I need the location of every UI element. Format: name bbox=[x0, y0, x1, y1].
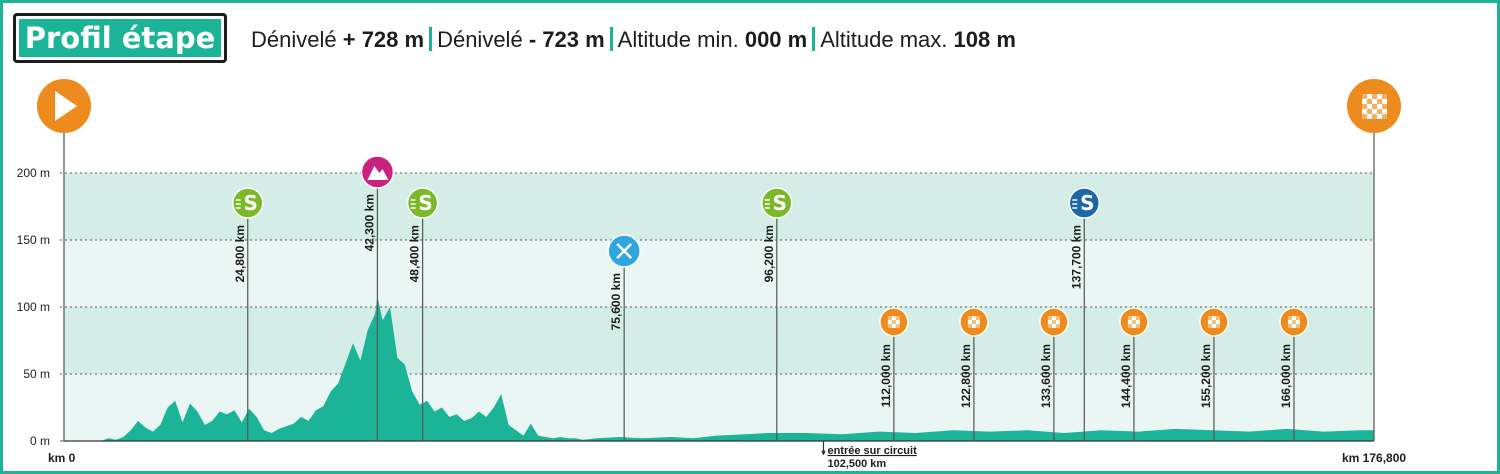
stats-bar: Dénivelé + 728 m Dénivelé - 723 m Altitude… bbox=[251, 27, 1016, 53]
feed-zone-icon bbox=[607, 234, 641, 268]
marker-km-label: 42,300 km bbox=[362, 194, 376, 251]
marker-km-label: 155,200 km bbox=[1199, 344, 1213, 408]
marker-km-label: 122,800 km bbox=[959, 344, 973, 408]
sprint-icon: S bbox=[1068, 187, 1101, 219]
stat-separator bbox=[812, 27, 816, 51]
stat-separator bbox=[429, 27, 433, 51]
marker-km-label: 24,800 km bbox=[233, 225, 247, 282]
marker-km-label: 112,000 km bbox=[879, 344, 893, 407]
y-tick-label: 200 m bbox=[17, 166, 50, 180]
svg-text:S: S bbox=[773, 191, 787, 215]
marker-km-label: 75,600 km bbox=[609, 273, 623, 330]
stat-altitude-max: Altitude max. 108 m bbox=[820, 27, 1016, 52]
background-band bbox=[64, 240, 1374, 307]
lap-finish-icon bbox=[959, 307, 989, 337]
y-tick-label: 0 m bbox=[30, 434, 50, 448]
marker-km-label: 48,400 km bbox=[408, 225, 422, 282]
title-box: Profil étape bbox=[13, 13, 227, 63]
svg-text:S: S bbox=[418, 191, 432, 215]
marker-km-label: 137,700 km bbox=[1069, 225, 1083, 289]
sprint-icon: S bbox=[406, 187, 439, 219]
x-start-label: km 0 bbox=[48, 451, 76, 465]
lap-finish-icon bbox=[879, 307, 909, 337]
svg-text:S: S bbox=[244, 191, 258, 215]
marker-km-label: 166,000 km bbox=[1279, 344, 1293, 408]
circuit-entry-km: 102,500 km bbox=[827, 458, 886, 470]
y-tick-label: 100 m bbox=[17, 300, 50, 314]
stat-elevation-loss: Dénivelé - 723 m bbox=[437, 27, 605, 52]
page-title: Profil étape bbox=[19, 19, 221, 57]
stat-elevation-gain: Dénivelé + 728 m bbox=[251, 27, 425, 52]
lap-finish-icon bbox=[1199, 307, 1229, 337]
stat-separator bbox=[609, 27, 613, 51]
sprint-icon: S bbox=[761, 187, 793, 219]
finish-flag-icon bbox=[1347, 79, 1401, 133]
elevation-profile bbox=[64, 296, 1374, 441]
climb-icon bbox=[360, 155, 395, 189]
background-band bbox=[64, 307, 1374, 374]
marker-km-label: 144,400 km bbox=[1119, 344, 1133, 408]
sprint-icon: S bbox=[232, 187, 264, 219]
y-tick-label: 50 m bbox=[23, 367, 50, 381]
y-tick-label: 150 m bbox=[17, 233, 50, 247]
lap-finish-icon bbox=[1119, 307, 1149, 337]
x-end-label: km 176,800 bbox=[1342, 451, 1406, 465]
circuit-entry-dot bbox=[821, 450, 826, 454]
circuit-entry-label: entrée sur circuit bbox=[827, 445, 917, 457]
marker-km-label: 133,600 km bbox=[1039, 344, 1053, 408]
stat-altitude-min: Altitude min. 000 m bbox=[617, 27, 808, 52]
start-icon bbox=[37, 79, 91, 133]
lap-finish-icon bbox=[1039, 307, 1069, 337]
marker-km-label: 96,200 km bbox=[762, 225, 776, 282]
svg-text:S: S bbox=[1080, 191, 1094, 215]
background-band bbox=[64, 173, 1374, 240]
lap-finish-icon bbox=[1279, 307, 1309, 337]
